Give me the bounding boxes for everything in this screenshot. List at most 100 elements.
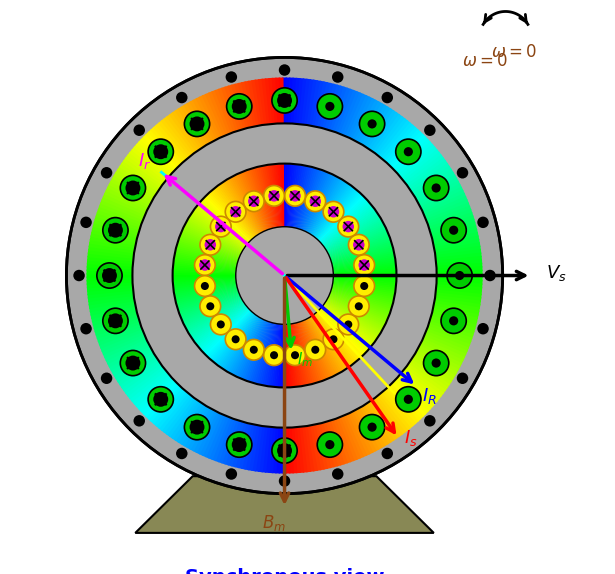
Polygon shape xyxy=(131,146,169,179)
Polygon shape xyxy=(317,311,360,359)
Polygon shape xyxy=(314,314,353,366)
Polygon shape xyxy=(296,427,304,473)
Polygon shape xyxy=(324,303,377,341)
Circle shape xyxy=(370,122,374,126)
Polygon shape xyxy=(215,418,234,463)
Polygon shape xyxy=(251,425,263,471)
Polygon shape xyxy=(437,266,483,272)
Polygon shape xyxy=(224,86,242,131)
Polygon shape xyxy=(333,280,396,289)
Polygon shape xyxy=(383,125,416,162)
Polygon shape xyxy=(133,374,171,408)
Polygon shape xyxy=(434,300,480,312)
Polygon shape xyxy=(143,382,178,417)
Polygon shape xyxy=(183,296,240,324)
Polygon shape xyxy=(234,422,250,468)
Polygon shape xyxy=(287,324,294,387)
Circle shape xyxy=(121,176,146,200)
Polygon shape xyxy=(215,313,255,364)
Circle shape xyxy=(305,339,325,360)
Polygon shape xyxy=(430,316,475,332)
Polygon shape xyxy=(98,205,142,225)
Polygon shape xyxy=(329,295,387,322)
Polygon shape xyxy=(216,185,256,237)
Polygon shape xyxy=(303,172,330,231)
Polygon shape xyxy=(389,383,424,420)
Polygon shape xyxy=(415,350,457,377)
Polygon shape xyxy=(352,410,376,453)
Polygon shape xyxy=(234,174,264,232)
Polygon shape xyxy=(311,182,348,235)
Polygon shape xyxy=(90,302,135,316)
Circle shape xyxy=(353,239,365,250)
Polygon shape xyxy=(93,313,138,329)
Polygon shape xyxy=(301,426,311,472)
Polygon shape xyxy=(180,292,239,317)
Circle shape xyxy=(359,111,385,137)
Polygon shape xyxy=(304,426,314,472)
Circle shape xyxy=(452,319,455,323)
Polygon shape xyxy=(394,139,431,173)
Polygon shape xyxy=(187,218,242,251)
Polygon shape xyxy=(327,220,383,253)
Polygon shape xyxy=(184,223,241,254)
Polygon shape xyxy=(329,231,388,257)
Polygon shape xyxy=(156,391,188,429)
Polygon shape xyxy=(379,120,411,158)
Polygon shape xyxy=(205,92,227,136)
Polygon shape xyxy=(328,225,386,255)
Polygon shape xyxy=(326,300,381,334)
Polygon shape xyxy=(325,301,380,336)
Polygon shape xyxy=(123,363,162,394)
Polygon shape xyxy=(177,289,238,309)
Circle shape xyxy=(449,316,458,325)
Polygon shape xyxy=(261,426,271,473)
Polygon shape xyxy=(279,77,284,123)
Polygon shape xyxy=(377,394,408,433)
Polygon shape xyxy=(432,225,477,241)
Polygon shape xyxy=(138,139,175,173)
Text: $V_s$: $V_s$ xyxy=(546,263,566,282)
Polygon shape xyxy=(204,309,250,356)
Polygon shape xyxy=(343,415,364,459)
Polygon shape xyxy=(199,307,248,350)
Polygon shape xyxy=(328,223,385,254)
Circle shape xyxy=(103,218,128,243)
Polygon shape xyxy=(212,90,232,134)
Circle shape xyxy=(368,119,376,129)
Polygon shape xyxy=(250,168,271,229)
Polygon shape xyxy=(114,172,155,199)
Circle shape xyxy=(236,227,333,324)
Polygon shape xyxy=(327,298,384,329)
Polygon shape xyxy=(307,319,338,375)
Circle shape xyxy=(250,346,258,354)
Polygon shape xyxy=(323,305,373,346)
Polygon shape xyxy=(258,323,274,385)
Polygon shape xyxy=(252,168,272,229)
Polygon shape xyxy=(332,285,394,300)
Polygon shape xyxy=(216,314,256,366)
Polygon shape xyxy=(414,352,456,379)
Polygon shape xyxy=(436,287,482,295)
Polygon shape xyxy=(114,352,155,379)
Polygon shape xyxy=(304,79,314,125)
Circle shape xyxy=(328,104,331,108)
Polygon shape xyxy=(248,425,260,471)
Circle shape xyxy=(458,274,461,277)
Polygon shape xyxy=(292,324,303,386)
Circle shape xyxy=(354,276,375,296)
Polygon shape xyxy=(383,389,416,426)
Polygon shape xyxy=(333,270,397,274)
Polygon shape xyxy=(183,103,210,145)
Polygon shape xyxy=(229,177,261,233)
Polygon shape xyxy=(186,101,212,144)
Polygon shape xyxy=(143,134,178,169)
Polygon shape xyxy=(333,261,396,270)
Polygon shape xyxy=(306,175,336,232)
Polygon shape xyxy=(405,366,444,397)
Circle shape xyxy=(317,94,343,119)
Polygon shape xyxy=(93,222,138,238)
Polygon shape xyxy=(333,255,395,267)
Polygon shape xyxy=(136,141,173,175)
Polygon shape xyxy=(177,242,238,262)
